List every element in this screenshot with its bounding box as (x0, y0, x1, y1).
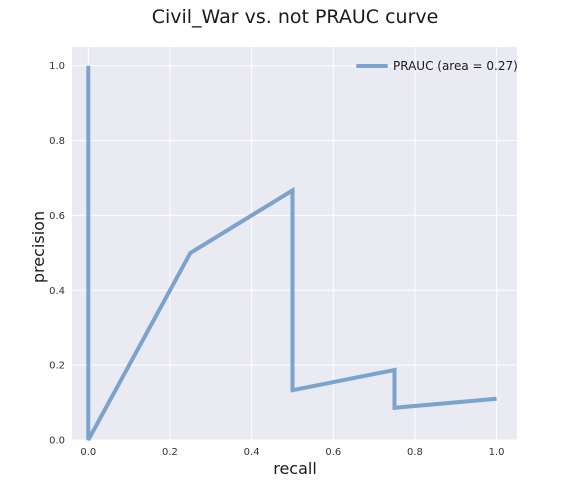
y-tick-label: 1.0 (49, 61, 65, 72)
legend-label: PRAUC (area = 0.27) (393, 59, 518, 73)
y-tick-label: 0.6 (49, 211, 65, 222)
tick-labels: 0.0 0.2 0.4 0.6 0.8 1.0 0.0 0.2 0.4 0.6 0.8 1.0 (49, 61, 504, 458)
x-tick-label: 0.6 (325, 447, 341, 458)
x-tick-label: 0.0 (80, 447, 96, 458)
y-tick-label: 0.2 (49, 361, 65, 372)
series-line-prauc (86, 65, 497, 441)
legend: PRAUC (area = 0.27) (356, 59, 518, 73)
y-tick-label: 0.4 (49, 286, 65, 297)
x-tick-label: 0.4 (244, 447, 260, 458)
chart-title: Civil_War vs. not PRAUC curve (152, 6, 439, 28)
series-lines (86, 65, 497, 441)
x-axis-label: recall (273, 459, 317, 478)
y-axis-label: precision (29, 211, 48, 283)
x-tick-label: 0.8 (407, 447, 423, 458)
y-tick-label: 0.0 (49, 436, 65, 447)
x-tick-label: 0.2 (162, 447, 178, 458)
x-tick-label: 1.0 (489, 447, 505, 458)
y-tick-label: 0.8 (49, 136, 65, 147)
